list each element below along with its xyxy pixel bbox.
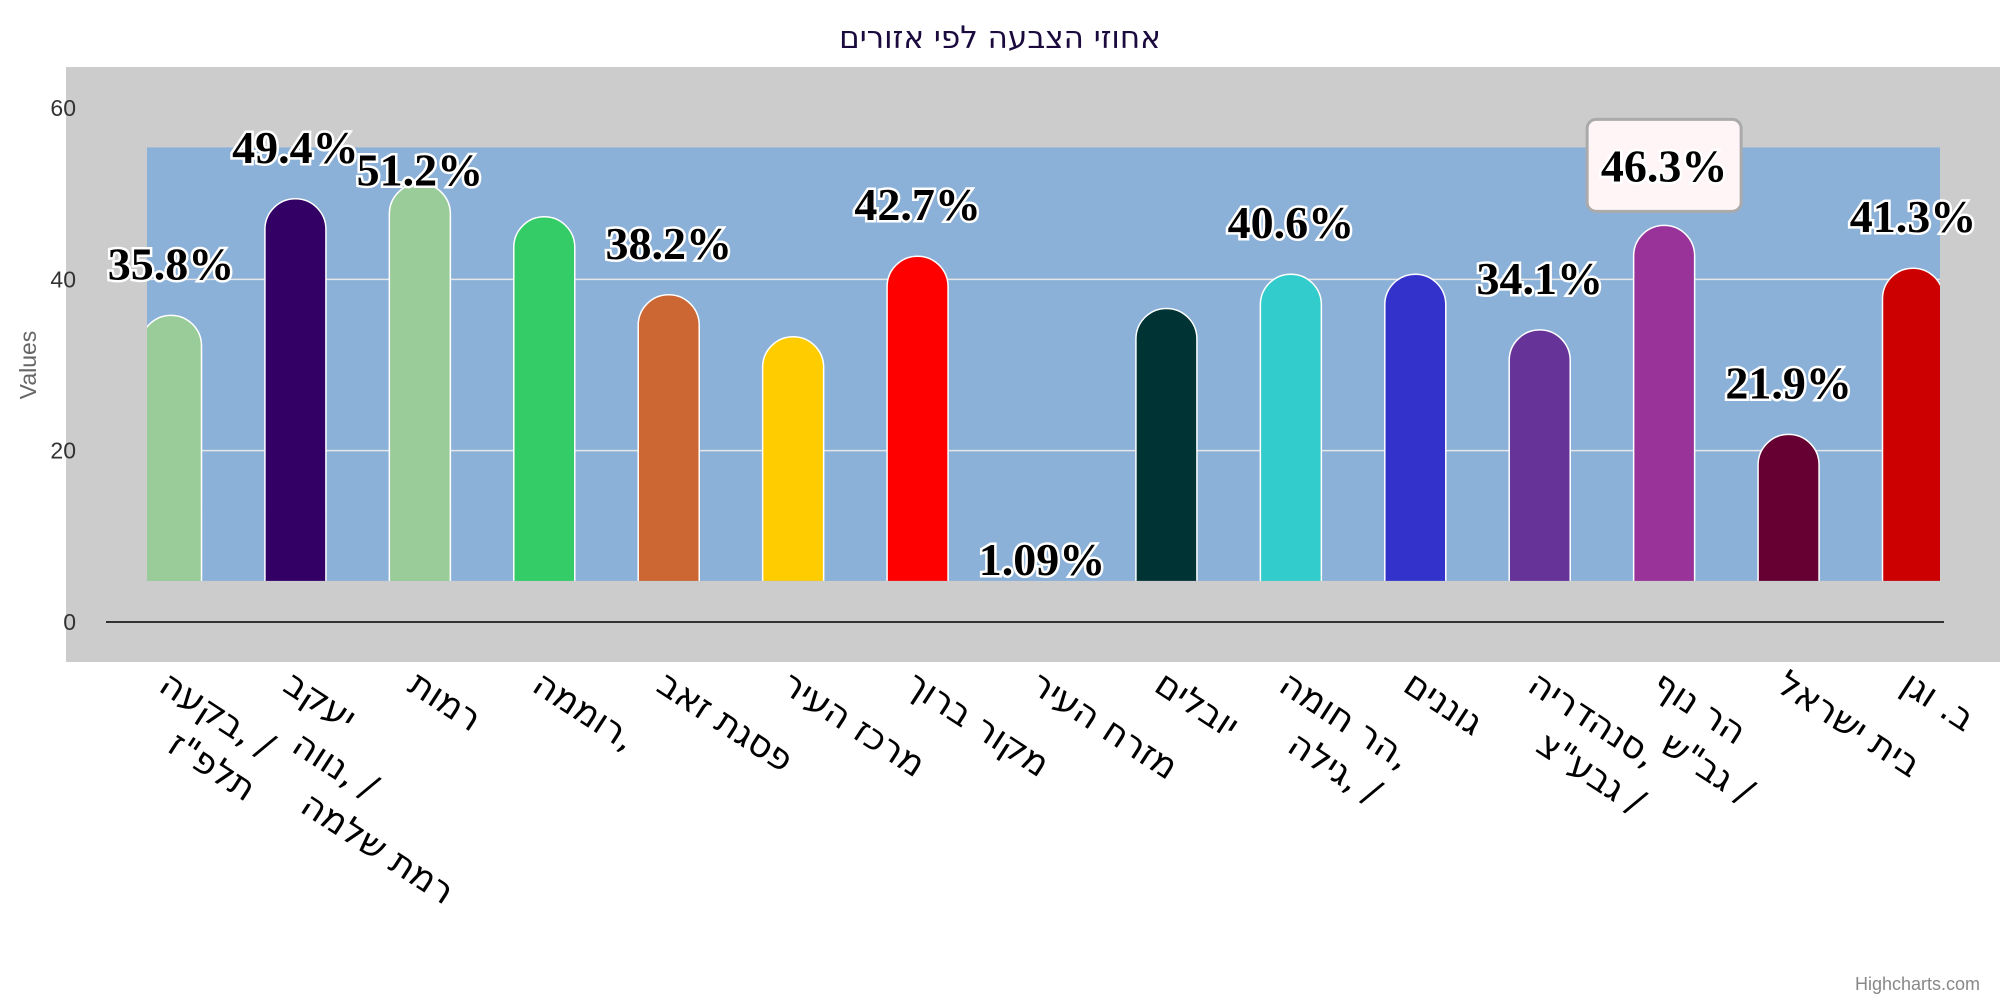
y-tick-label: 60 xyxy=(50,95,76,121)
data-label: 35.8% xyxy=(108,238,235,289)
y-axis-title: Values xyxy=(15,331,41,400)
bar[interactable] xyxy=(264,198,327,622)
bar[interactable] xyxy=(141,314,203,622)
bar[interactable] xyxy=(1508,329,1571,622)
x-axis-label-line: רמות xyxy=(401,663,489,740)
data-label: 41.3% xyxy=(1850,191,1977,242)
x-axis-label: פסגת זאב xyxy=(650,663,801,781)
data-label: 42.7% xyxy=(854,179,981,230)
x-axis-label: סנהדריה,גבע"צ / xyxy=(1521,663,1664,823)
bar[interactable] xyxy=(1757,433,1820,622)
x-axis-label: רוממה, xyxy=(525,663,643,759)
x-axis-label: ב. וגן xyxy=(1894,663,1982,740)
bar[interactable] xyxy=(1259,273,1323,622)
x-axis-label-line: רמת שלמה xyxy=(294,784,462,913)
y-tick-label: 40 xyxy=(50,266,76,292)
bar[interactable] xyxy=(1632,224,1696,622)
x-axis-label: הר חומה,גילה, / xyxy=(1272,663,1418,814)
x-axis-label-line: פסגת זאב xyxy=(650,663,801,781)
bar[interactable] xyxy=(513,216,576,622)
bar[interactable] xyxy=(886,255,949,622)
data-label: 38.2% xyxy=(605,218,732,269)
chart-title: אחוזי הצבעה לפי אזורים xyxy=(839,20,1161,56)
x-axis-label: יובלים xyxy=(1148,663,1247,747)
x-axis-label-line: יעקב xyxy=(277,663,364,739)
bar[interactable] xyxy=(761,336,825,622)
y-tick-label: 0 xyxy=(63,609,76,635)
data-label: 46.3% xyxy=(1601,140,1728,191)
x-axis-label-line: רוממה, xyxy=(525,663,643,759)
bar[interactable] xyxy=(388,182,452,622)
data-label: 51.2% xyxy=(357,144,484,195)
bar[interactable] xyxy=(637,294,700,622)
x-axis-label: רמות xyxy=(401,663,489,740)
x-axis-label-line: ב. וגן xyxy=(1894,663,1982,740)
credits-link[interactable]: Highcharts.com xyxy=(1855,974,1980,994)
x-axis-label: בקעה, /תלפ"ז xyxy=(152,663,282,810)
data-label: 34.1% xyxy=(1476,253,1603,304)
bar[interactable] xyxy=(1135,307,1198,622)
y-axis: 0 20 40 60 xyxy=(50,95,76,635)
bar[interactable] xyxy=(1384,273,1447,622)
data-label: 1.09% xyxy=(979,534,1106,585)
data-label: 49.4% xyxy=(232,122,359,173)
bars xyxy=(141,182,1944,622)
data-label-box xyxy=(1585,117,1743,213)
data-label: 21.9% xyxy=(1725,357,1852,408)
data-labels: 35.8% 49.4%51.2% 38.2% 42.7% 1.09% 40.6% 34.1%… xyxy=(105,117,1979,587)
y-tick-label: 20 xyxy=(50,438,76,464)
data-label: 40.6% xyxy=(1228,197,1355,248)
x-axis-label-line: גוננים xyxy=(1396,663,1490,744)
bar[interactable] xyxy=(1881,267,1944,622)
x-axis-label-line: יובלים xyxy=(1148,663,1247,747)
x-axis-label: גוננים xyxy=(1396,663,1490,744)
